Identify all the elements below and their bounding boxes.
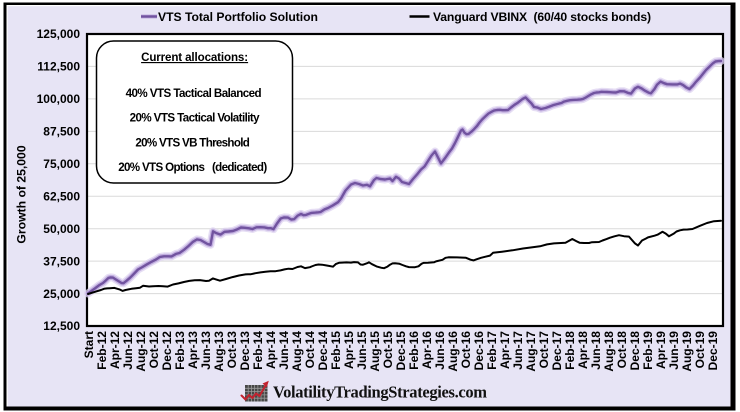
svg-text:VolatilityTradingStrategies.co: VolatilityTradingStrategies.com — [273, 383, 487, 402]
svg-text:Apr-18: Apr-18 — [576, 331, 590, 369]
svg-text:Aug-19: Aug-19 — [680, 331, 694, 372]
svg-text:Oct-19: Oct-19 — [693, 331, 707, 369]
svg-text:Current allocations:: Current allocations: — [141, 51, 248, 64]
svg-text:20% VTS Tactical Volatility: 20% VTS Tactical Volatility — [130, 112, 261, 125]
svg-text:Apr-12: Apr-12 — [108, 331, 122, 369]
svg-text:Dec-16: Dec-16 — [472, 331, 486, 371]
svg-text:75,000: 75,000 — [43, 157, 80, 171]
svg-text:Aug-14: Aug-14 — [290, 331, 304, 372]
svg-text:Feb-18: Feb-18 — [563, 331, 577, 370]
svg-text:Dec-13: Dec-13 — [238, 331, 252, 371]
svg-text:100,000: 100,000 — [37, 92, 81, 106]
svg-text:Oct-17: Oct-17 — [537, 331, 551, 369]
svg-text:Oct-14: Oct-14 — [303, 331, 317, 369]
svg-text:Feb-19: Feb-19 — [641, 331, 655, 370]
svg-text:Apr-15: Apr-15 — [342, 331, 356, 369]
svg-text:Aug-15: Aug-15 — [368, 331, 382, 372]
svg-text:20% VTS VB Threshold: 20% VTS VB Threshold — [135, 137, 250, 150]
svg-text:Dec-15: Dec-15 — [394, 331, 408, 371]
svg-text:40% VTS Tactical Balanced: 40% VTS Tactical Balanced — [126, 87, 262, 100]
svg-text:Oct-18: Oct-18 — [615, 331, 629, 369]
svg-text:Feb-16: Feb-16 — [407, 331, 421, 370]
svg-text:Apr-19: Apr-19 — [654, 331, 668, 369]
svg-text:Jun-14: Jun-14 — [277, 331, 291, 370]
svg-text:Aug-13: Aug-13 — [212, 331, 226, 372]
svg-text:Vanguard VBINX (60/40 stocks: Vanguard VBINX (60/40 stocks bonds) — [433, 10, 651, 24]
svg-text:37,500: 37,500 — [43, 254, 80, 268]
svg-text:Jun-17: Jun-17 — [511, 331, 525, 370]
svg-text:Jun-12: Jun-12 — [121, 331, 135, 370]
svg-text:112,500: 112,500 — [37, 60, 80, 74]
svg-text:Dec-12: Dec-12 — [160, 331, 174, 371]
svg-text:Jun-19: Jun-19 — [667, 331, 681, 370]
svg-text:Oct-16: Oct-16 — [459, 331, 473, 369]
svg-text:Oct-13: Oct-13 — [225, 331, 239, 369]
svg-text:50,000: 50,000 — [43, 222, 80, 236]
svg-text:Oct-15: Oct-15 — [381, 331, 395, 369]
svg-text:Feb-14: Feb-14 — [251, 331, 265, 370]
svg-text:Dec-18: Dec-18 — [628, 331, 642, 371]
svg-text:Aug-18: Aug-18 — [602, 331, 616, 372]
svg-text:87,500: 87,500 — [43, 125, 80, 139]
svg-text:20% VTS Options (dedicated): 20% VTS Options (dedicated) — [118, 161, 267, 174]
svg-text:Apr-14: Apr-14 — [264, 331, 278, 369]
svg-text:Feb-12: Feb-12 — [95, 331, 109, 370]
svg-text:Feb-17: Feb-17 — [485, 331, 499, 370]
svg-text:Jun-13: Jun-13 — [199, 331, 213, 370]
svg-text:Dec-17: Dec-17 — [550, 331, 564, 371]
svg-text:Apr-16: Apr-16 — [420, 331, 434, 369]
svg-text:Jun-16: Jun-16 — [433, 331, 447, 370]
svg-text:Feb-13: Feb-13 — [173, 331, 187, 370]
svg-text:62,500: 62,500 — [43, 189, 80, 203]
svg-text:Dec-14: Dec-14 — [316, 331, 330, 371]
svg-text:Apr-17: Apr-17 — [498, 331, 512, 369]
svg-text:Jun-18: Jun-18 — [589, 331, 603, 370]
svg-text:125,000: 125,000 — [37, 27, 81, 41]
svg-text:Feb-15: Feb-15 — [329, 331, 343, 370]
svg-text:Aug-12: Aug-12 — [134, 331, 148, 372]
svg-text:Growth of 25,000: Growth of 25,000 — [15, 145, 29, 243]
svg-text:Aug-16: Aug-16 — [446, 331, 460, 372]
svg-text:25,000: 25,000 — [43, 287, 80, 301]
svg-text:Start: Start — [82, 331, 96, 358]
svg-text:Jun-15: Jun-15 — [355, 331, 369, 370]
svg-text:VTS Total Portfolio Solution: VTS Total Portfolio Solution — [158, 10, 318, 24]
svg-text:Oct-12: Oct-12 — [147, 331, 161, 369]
svg-text:Dec-19: Dec-19 — [706, 331, 720, 371]
svg-text:12,500: 12,500 — [43, 319, 80, 333]
svg-text:Apr-13: Apr-13 — [186, 331, 200, 369]
svg-text:Aug-17: Aug-17 — [524, 331, 538, 372]
